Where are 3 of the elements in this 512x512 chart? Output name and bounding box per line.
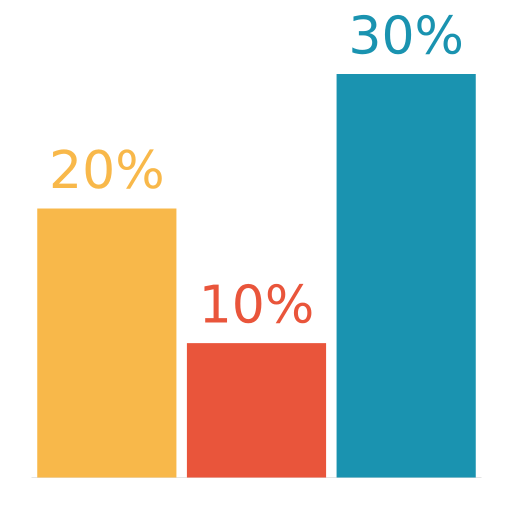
data-label: 10%	[198, 276, 314, 336]
data-label: 20%	[49, 141, 165, 202]
data-label: 30%	[348, 6, 464, 67]
